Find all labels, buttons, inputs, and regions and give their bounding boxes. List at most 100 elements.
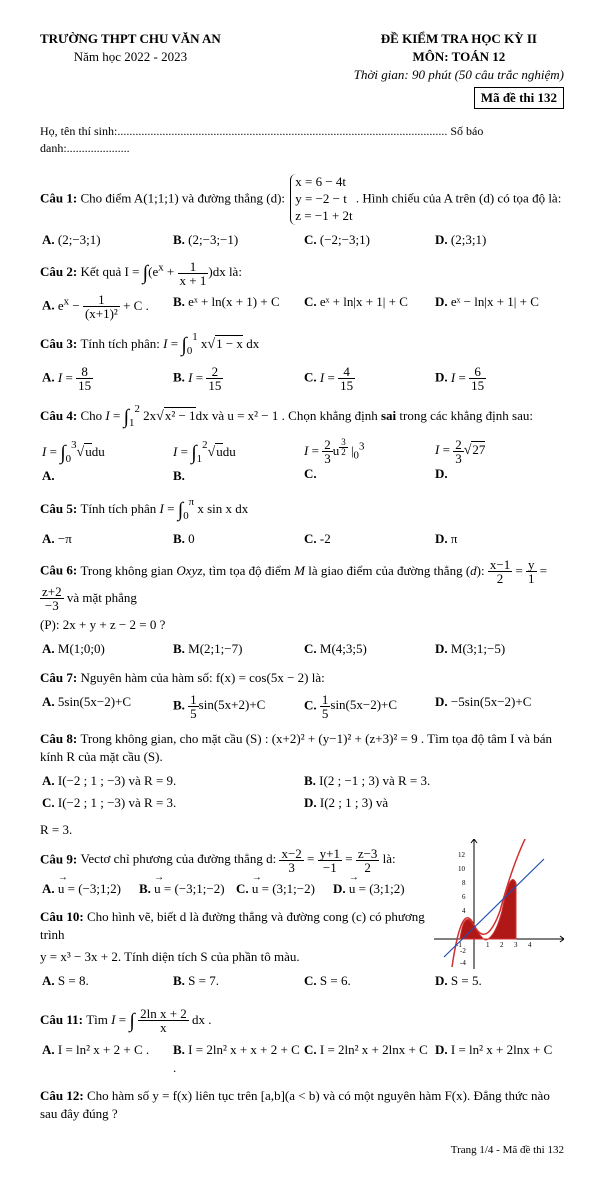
q4-opt-a[interactable]: I = ∫03√uduA. <box>40 436 171 487</box>
q3-opt-d[interactable]: D. I = 615 <box>433 363 564 394</box>
q1-sys-3: z = −1 + 2t <box>295 208 352 225</box>
cubic-graph: -11234 24681012 -2-4 <box>434 839 564 969</box>
q6-label: Câu 6: <box>40 563 77 578</box>
q10-label: Câu 10: <box>40 909 84 924</box>
q7-opt-c[interactable]: C. 15sin(5x−2)+C <box>302 691 433 722</box>
q5-opt-a[interactable]: A. −π <box>40 528 171 550</box>
q9-options: A. u u = (−3;1;2)= (−3;1;2) B. u = (−3;1… <box>40 878 428 900</box>
q9-opt-b[interactable]: B. u = (−3;1;−2) <box>137 878 234 900</box>
q2-opt-c[interactable]: C. eˣ + ln|x + 1| + C <box>302 291 433 322</box>
q9-text: Vectơ chỉ phương của đường thẳng d: x−23… <box>80 851 395 866</box>
q7-opt-d[interactable]: D. −5sin(5x−2)+C <box>433 691 564 722</box>
svg-text:-4: -4 <box>460 959 466 967</box>
question-3: Câu 3: Tính tích phân: I = ∫01 x√1 − x d… <box>40 330 564 359</box>
q11-opt-b[interactable]: B. I = 2ln² x + x + 2 + C . <box>171 1039 302 1079</box>
q7-label: Câu 7: <box>40 670 77 685</box>
q3-text: Tính tích phân: I = ∫01 x√1 − x dx <box>80 336 259 351</box>
svg-text:-2: -2 <box>460 947 466 955</box>
exam-title: ĐỀ KIỂM TRA HỌC KỲ II <box>381 31 537 46</box>
q10-opt-d[interactable]: D. S = 5. <box>433 970 564 992</box>
q10-opt-b[interactable]: B. S = 7. <box>171 970 302 992</box>
page-footer: Trang 1/4 - Mã đề thi 132 <box>40 1143 564 1158</box>
q8-opt-d[interactable]: D. I(2 ; 1 ; 3) và <box>302 792 564 814</box>
q10-opt-a[interactable]: A. S = 8. <box>40 970 171 992</box>
question-7: Câu 7: Nguyên hàm của hàm số: f(x) = cos… <box>40 669 564 687</box>
school-year: Năm học 2022 - 2023 <box>74 49 187 64</box>
question-8: Câu 8: Trong không gian, cho mặt cầu (S)… <box>40 730 564 766</box>
svg-text:10: 10 <box>458 865 466 873</box>
q7-opt-a[interactable]: A. 5sin(5x−2)+C <box>40 691 171 722</box>
q12-text: Cho hàm số y = f(x) liên tục trên [a,b](… <box>40 1088 550 1121</box>
q9-opt-a[interactable]: A. u u = (−3;1;2)= (−3;1;2) <box>40 878 137 900</box>
q11-opt-a[interactable]: A. I = ln² x + 2 + C . <box>40 1039 171 1079</box>
q8-opt-a[interactable]: A. I(−2 ; 1 ; −3) và R = 9. <box>40 770 302 792</box>
q1-system: x = 6 − 4t y = −2 − t z = −1 + 2t <box>290 174 352 225</box>
q5-label: Câu 5: <box>40 501 77 516</box>
school-name: TRƯỜNG THPT CHU VĂN AN <box>40 31 221 46</box>
q5-opt-b[interactable]: B. 0 <box>171 528 302 550</box>
q6-plane: (P): 2x + y + z − 2 = 0 ? <box>40 616 564 634</box>
q7-opt-b[interactable]: B. 15sin(5x+2)+C <box>171 691 302 722</box>
q8-text: Trong không gian, cho mặt cầu (S) : (x+2… <box>40 731 552 764</box>
q1-text-a: Cho điểm A(1;1;1) và đường thẳng (d): <box>80 191 285 206</box>
svg-text:1: 1 <box>486 941 490 949</box>
question-11: Câu 11: Tìm I = ∫ 2ln x + 2x dx . <box>40 1007 564 1035</box>
svg-text:3: 3 <box>514 941 518 949</box>
question-2: Câu 2: Kết quả I = ∫(ex + 1x + 1)dx là: <box>40 259 564 287</box>
q1-opt-a[interactable]: A. (2;−3;1) <box>40 229 171 251</box>
q8-d-tail: R = 3. <box>40 821 564 839</box>
q9-label: Câu 9: <box>40 851 77 866</box>
q3-opt-c[interactable]: C. I = 415 <box>302 363 433 394</box>
q1-opt-c[interactable]: C. (−2;−3;1) <box>302 229 433 251</box>
q11-opt-c[interactable]: C. I = 2ln² x + 2lnx + C <box>302 1039 433 1079</box>
svg-text:2: 2 <box>500 941 504 949</box>
q8-label: Câu 8: <box>40 731 77 746</box>
q10-opt-c[interactable]: C. S = 6. <box>302 970 433 992</box>
q1-text-b: . Hình chiếu của A trên (d) có tọa độ là… <box>356 191 561 206</box>
q11-label: Câu 11: <box>40 1012 83 1027</box>
q1-options: A. (2;−3;1) B. (2;−3;−1) C. (−2;−3;1) D.… <box>40 229 564 251</box>
q8-options: A. I(−2 ; 1 ; −3) và R = 9. B. I(2 ; −1 … <box>40 770 564 814</box>
q4-opt-b[interactable]: I = ∫12√uduB. <box>171 436 302 487</box>
q8-opt-b[interactable]: B. I(2 ; −1 ; 3) và R = 3. <box>302 770 564 792</box>
question-6: Câu 6: Trong không gian Oxyz, tìm tọa độ… <box>40 558 564 612</box>
header-left: TRƯỜNG THPT CHU VĂN AN Năm học 2022 - 20… <box>40 30 221 85</box>
q6-opt-c[interactable]: C. M(4;3;5) <box>302 638 433 660</box>
q2-opt-d[interactable]: D. eˣ − ln|x + 1| + C <box>433 291 564 322</box>
question-1: Câu 1: Cho điểm A(1;1;1) và đường thẳng … <box>40 174 564 225</box>
q5-text: Tính tích phân I = ∫0π x sin x dx <box>80 501 248 516</box>
q6-opt-a[interactable]: A. M(1;0;0) <box>40 638 171 660</box>
q1-opt-b[interactable]: B. (2;−3;−1) <box>171 229 302 251</box>
question-4: Câu 4: Cho I = ∫12 2x√x² − 1dx và u = x²… <box>40 402 564 431</box>
student-name-field: Họ, tên thí sinh:.......................… <box>40 124 447 138</box>
question-12: Câu 12: Cho hàm số y = f(x) liên tục trê… <box>40 1087 564 1123</box>
q2-label: Câu 2: <box>40 264 77 279</box>
q6-opt-d[interactable]: D. M(3;1;−5) <box>433 638 564 660</box>
q1-opt-d[interactable]: D. (2;3;1) <box>433 229 564 251</box>
q3-opt-a[interactable]: A. I = 815 <box>40 363 171 394</box>
q6-options: A. M(1;0;0) B. M(2;1;−7) C. M(4;3;5) D. … <box>40 638 564 660</box>
svg-text:4: 4 <box>462 907 466 915</box>
q4-opt-c[interactable]: I = 23u32 |03C. <box>302 436 433 487</box>
question-5: Câu 5: Tính tích phân I = ∫0π x sin x dx <box>40 495 564 524</box>
q7-text: Nguyên hàm của hàm số: f(x) = cos(5x − 2… <box>80 670 324 685</box>
header-right: ĐỀ KIỂM TRA HỌC KỲ II MÔN: TOÁN 12 Thời … <box>354 30 564 85</box>
q4-label: Câu 4: <box>40 408 77 423</box>
q2-opt-a[interactable]: A. ex − 1(x+1)² + C . <box>40 291 171 322</box>
q5-opt-d[interactable]: D. π <box>433 528 564 550</box>
q5-options: A. −π B. 0 C. -2 D. π <box>40 528 564 550</box>
q11-options: A. I = ln² x + 2 + C . B. I = 2ln² x + x… <box>40 1039 564 1079</box>
q9-opt-d[interactable]: D. u = (3;1;2) <box>331 878 428 900</box>
name-line: Họ, tên thí sinh:.......................… <box>40 123 564 157</box>
q3-opt-b[interactable]: B. I = 215 <box>171 363 302 394</box>
q4-opt-d[interactable]: I = 23√27D. <box>433 436 564 487</box>
q9-opt-c[interactable]: C. u = (3;1;−2) <box>234 878 331 900</box>
exam-code: Mã đề thi 132 <box>474 87 564 109</box>
q2-opt-b[interactable]: B. eˣ + ln(x + 1) + C <box>171 291 302 322</box>
svg-text:12: 12 <box>458 851 466 859</box>
q6-opt-b[interactable]: B. M(2;1;−7) <box>171 638 302 660</box>
q5-opt-c[interactable]: C. -2 <box>302 528 433 550</box>
q11-opt-d[interactable]: D. I = ln² x + 2lnx + C <box>433 1039 564 1079</box>
q8-opt-c[interactable]: C. I(−2 ; 1 ; −3) và R = 3. <box>40 792 302 814</box>
svg-text:4: 4 <box>528 941 532 949</box>
